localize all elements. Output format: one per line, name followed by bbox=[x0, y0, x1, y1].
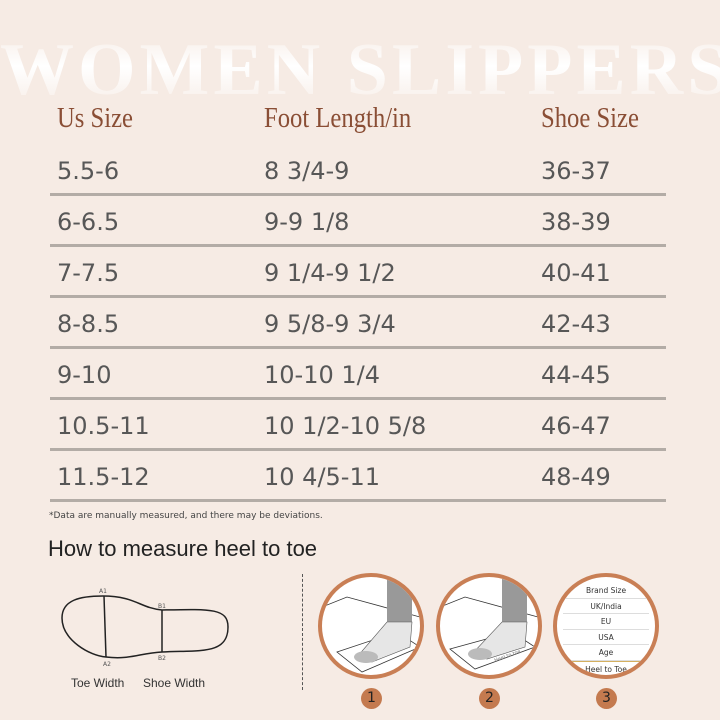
us-size-cell: 8-8.5 bbox=[57, 310, 120, 338]
table-row: 9-10 10-10 1/4 44-45 bbox=[50, 349, 666, 400]
section-title: How to measure heel to toe bbox=[48, 536, 318, 561]
watermark-title: WOMEN SLIPPERS bbox=[0, 29, 720, 111]
size-table-row: UK/India bbox=[563, 599, 649, 614]
foot-length-cell: 9 5/8-9 3/4 bbox=[264, 310, 396, 338]
us-size-cell: 10.5-11 bbox=[57, 412, 150, 440]
header-shoe-size: Shoe Size bbox=[541, 102, 639, 134]
size-table-row: EU bbox=[563, 614, 649, 630]
us-size-cell: 9-10 bbox=[57, 361, 112, 389]
size-table-row: Brand Size bbox=[563, 583, 649, 599]
label-b1: B1 bbox=[158, 603, 166, 610]
table-row: 8-8.5 9 5/8-9 3/4 42-43 bbox=[50, 298, 666, 349]
header-foot-length: Foot Length/in bbox=[264, 102, 412, 134]
table-row: 11.5-12 10 4/5-11 48-49 bbox=[50, 451, 666, 502]
shoe-size-cell: 40-41 bbox=[541, 259, 611, 287]
shoe-size-cell: 48-49 bbox=[541, 463, 611, 491]
divider bbox=[302, 574, 303, 690]
us-size-cell: 5.5-6 bbox=[57, 157, 120, 185]
table-row: 5.5-6 8 3/4-9 36-37 bbox=[50, 145, 666, 196]
shoe-size-cell: 38-39 bbox=[541, 208, 611, 236]
foot-length-cell: 10 4/5-11 bbox=[264, 463, 380, 491]
step-badge-3: 3 bbox=[596, 688, 617, 709]
step3-size-table: Brand Size UK/India EU USA Age Heel to T… bbox=[553, 573, 659, 679]
size-table-row: Age bbox=[563, 645, 649, 661]
foot-length-cell: 8 3/4-9 bbox=[264, 157, 350, 185]
us-size-cell: 7-7.5 bbox=[57, 259, 120, 287]
label-a2: A2 bbox=[103, 661, 111, 668]
shoe-size-cell: 44-45 bbox=[541, 361, 611, 389]
label-b2: B2 bbox=[158, 655, 166, 662]
us-size-cell: 6-6.5 bbox=[57, 208, 120, 236]
foot-length-cell: 10-10 1/4 bbox=[264, 361, 380, 389]
step-badge-1: 1 bbox=[361, 688, 382, 709]
toe-width-label: Toe Width bbox=[71, 676, 125, 690]
step2-illustration: Heel to toe bbox=[436, 573, 542, 679]
shoe-width-label: Shoe Width bbox=[143, 676, 206, 690]
foot-length-cell: 9 1/4-9 1/2 bbox=[264, 259, 396, 287]
table-row: 10.5-11 10 1/2-10 5/8 46-47 bbox=[50, 400, 666, 451]
size-table-row-highlight: Heel to Toe bbox=[571, 660, 641, 675]
foot-length-cell: 9-9 1/8 bbox=[264, 208, 350, 236]
step1-illustration bbox=[318, 573, 424, 679]
shoe-size-cell: 46-47 bbox=[541, 412, 611, 440]
foot-length-cell: 10 1/2-10 5/8 bbox=[264, 412, 427, 440]
shoe-size-cell: 42-43 bbox=[541, 310, 611, 338]
size-table-row: USA bbox=[563, 630, 649, 645]
label-a1: A1 bbox=[99, 588, 107, 595]
header-us-size: Us Size bbox=[57, 102, 134, 134]
us-size-cell: 11.5-12 bbox=[57, 463, 150, 491]
disclaimer-note: *Data are manually measured, and there m… bbox=[49, 511, 323, 521]
step-badge-2: 2 bbox=[479, 688, 500, 709]
sole-diagram: A1 A2 B1 B2 bbox=[61, 588, 229, 668]
table-row: 7-7.5 9 1/4-9 1/2 40-41 bbox=[50, 247, 666, 298]
table-row: 6-6.5 9-9 1/8 38-39 bbox=[50, 196, 666, 247]
shoe-size-cell: 36-37 bbox=[541, 157, 611, 185]
